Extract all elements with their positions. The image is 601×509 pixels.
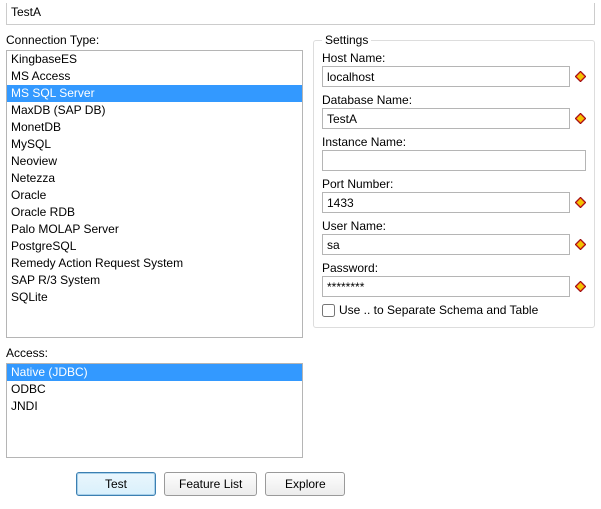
connection-type-item[interactable]: MS SQL Server (7, 85, 302, 102)
connection-type-label: Connection Type: (6, 33, 303, 47)
connection-type-item[interactable]: Netezza (7, 170, 302, 187)
port-number-label: Port Number: (322, 177, 586, 191)
connection-type-item[interactable]: Oracle RDB (7, 204, 302, 221)
separator-checkbox[interactable] (322, 304, 335, 317)
host-name-label: Host Name: (322, 51, 586, 65)
connection-type-item[interactable]: MonetDB (7, 119, 302, 136)
connection-type-item[interactable]: SQLite (7, 289, 302, 306)
access-type-item[interactable]: ODBC (7, 381, 302, 398)
variable-picker-icon[interactable] (574, 239, 586, 251)
connection-type-item[interactable]: MySQL (7, 136, 302, 153)
feature-list-button[interactable]: Feature List (164, 472, 257, 496)
connection-type-item[interactable]: Oracle (7, 187, 302, 204)
user-name-input[interactable] (322, 234, 570, 255)
access-type-item[interactable]: JNDI (7, 398, 302, 415)
connection-type-item[interactable]: KingbaseES (7, 51, 302, 68)
instance-name-label: Instance Name: (322, 135, 586, 149)
access-listbox[interactable]: Native (JDBC)ODBCJNDI (6, 363, 303, 458)
connection-type-listbox[interactable]: KingbaseESMS AccessMS SQL ServerMaxDB (S… (6, 50, 303, 338)
settings-legend: Settings (322, 33, 371, 47)
settings-group: Settings Host Name: Database Name: (313, 33, 595, 328)
connection-type-item[interactable]: SAP R/3 System (7, 272, 302, 289)
connection-name-field[interactable]: TestA (6, 3, 595, 25)
access-type-item[interactable]: Native (JDBC) (7, 364, 302, 381)
database-name-input[interactable] (322, 108, 570, 129)
user-name-label: User Name: (322, 219, 586, 233)
database-name-label: Database Name: (322, 93, 586, 107)
variable-picker-icon[interactable] (574, 197, 586, 209)
connection-type-item[interactable]: MS Access (7, 68, 302, 85)
connection-type-item[interactable]: Remedy Action Request System (7, 255, 302, 272)
connection-type-item[interactable]: Neoview (7, 153, 302, 170)
instance-name-input[interactable] (322, 150, 586, 171)
explore-button[interactable]: Explore (265, 472, 345, 496)
connection-type-item[interactable]: MaxDB (SAP DB) (7, 102, 302, 119)
variable-picker-icon[interactable] (574, 71, 586, 83)
host-name-input[interactable] (322, 66, 570, 87)
access-label: Access: (6, 346, 303, 360)
port-number-input[interactable] (322, 192, 570, 213)
test-button[interactable]: Test (76, 472, 156, 496)
connection-type-item[interactable]: Palo MOLAP Server (7, 221, 302, 238)
password-input[interactable] (322, 276, 570, 297)
variable-picker-icon[interactable] (574, 113, 586, 125)
separator-label[interactable]: Use .. to Separate Schema and Table (339, 303, 538, 317)
connection-type-item[interactable]: PostgreSQL (7, 238, 302, 255)
password-label: Password: (322, 261, 586, 275)
variable-picker-icon[interactable] (574, 281, 586, 293)
